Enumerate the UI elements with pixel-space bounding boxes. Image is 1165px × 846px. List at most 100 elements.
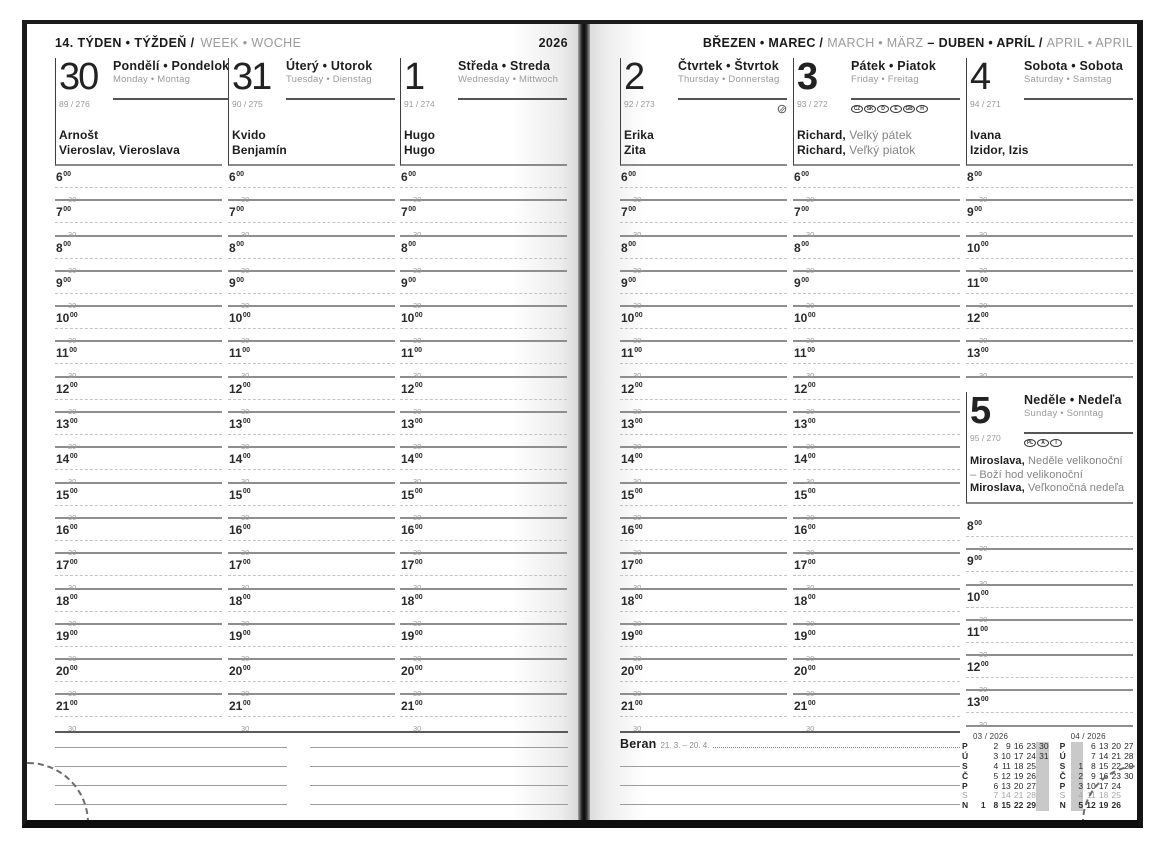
calendar-day-cell [973, 742, 986, 752]
hour-row: 900 [793, 272, 960, 294]
writing-line [55, 747, 287, 748]
day-name-box: Sobota • Sobota Saturday • Samstag [1024, 59, 1133, 100]
half-hour-label: 30 [413, 724, 422, 734]
hour-minutes-superscript: 00 [63, 170, 71, 178]
half-hour-label: 30 [68, 371, 77, 381]
hour-minutes-superscript: 00 [974, 519, 982, 527]
half-hour-label: 30 [806, 442, 815, 452]
day-number: 3 [797, 56, 818, 98]
hour-minutes-superscript: 00 [634, 311, 643, 319]
hour-minutes-superscript: 00 [980, 347, 989, 355]
hour-label: 7 [56, 205, 63, 220]
hour-row: 1200 [793, 378, 960, 400]
hour-minutes-superscript: 00 [980, 311, 989, 319]
hour-label: 19 [229, 628, 243, 643]
half-hour-row: 30 [400, 717, 567, 734]
month-header-segment: MARCH • MÄRZ [827, 36, 924, 50]
half-hour-row: 30 [55, 259, 222, 275]
day-extras-row: CZ SK D E GB H [851, 102, 960, 115]
half-hour-label: 30 [806, 477, 815, 487]
week-title: 14. TÝDEN • TÝŽDEŇ / [55, 36, 195, 50]
hour-minutes-superscript: 00 [69, 382, 78, 390]
day-header-top: 4 94 / 271 Sobota • Sobota Saturday • Sa… [970, 58, 1133, 115]
day-ordinal: 90 / 275 [232, 99, 263, 109]
half-hour-label: 30 [633, 230, 642, 240]
text-segment: Velký pátek [845, 128, 912, 142]
half-hour-row: 30 [620, 682, 787, 698]
half-hour-row: 30 [620, 541, 787, 557]
day-header-top: 5 95 / 270 Neděle • Nedeľa Sunday • Sonn… [970, 392, 1133, 449]
text-segment: – Boží hod velikonoční [970, 468, 1083, 481]
hour-minutes-superscript: 00 [807, 558, 816, 566]
day-extras-row [286, 102, 395, 115]
half-hour-row: 30 [55, 400, 222, 416]
hour-minutes-superscript: 00 [242, 311, 251, 319]
left-page: 14. TÝDEN • TÝŽDEŇ / WEEK • WOCHE 2026 3… [27, 24, 578, 820]
hour-minutes-superscript: 00 [807, 382, 816, 390]
half-hour-row: 30 [966, 364, 1133, 380]
half-hour-row: 30 [228, 223, 395, 239]
half-hour-row: 30 [55, 576, 222, 592]
text-segment: Veľkonočná nedeľa [1024, 482, 1125, 494]
half-hour-row: 30 [966, 188, 1133, 204]
half-hour-label: 30 [413, 230, 422, 240]
half-hour-row: 30 [620, 717, 787, 734]
half-hour-label: 30 [413, 583, 422, 593]
hour-label: 8 [56, 240, 63, 255]
calendar-day-cell [973, 762, 986, 772]
day-column: 4 94 / 271 Sobota • Sobota Saturday • Sa… [966, 58, 1133, 380]
hour-label: 21 [56, 699, 70, 714]
hour-label: 9 [229, 275, 236, 290]
half-hour-label: 30 [241, 442, 250, 452]
text-segment: Neděle velikonoční [1024, 455, 1123, 467]
half-hour-row: 30 [620, 470, 787, 486]
hour-label: 19 [794, 628, 808, 643]
half-hour-row: 30 [228, 682, 395, 698]
hour-row: 700 [55, 201, 222, 224]
hour-label: 11 [967, 624, 980, 639]
half-hour-row: 30 [793, 364, 960, 380]
half-hour-label: 30 [413, 689, 422, 699]
half-hour-row: 30 [793, 223, 960, 239]
half-hour-label: 30 [979, 544, 988, 553]
half-hour-label: 30 [241, 477, 250, 487]
hour-row: 1000 [400, 307, 567, 330]
day-column: 31 90 / 275 Úterý • Utorok Tuesday • Die… [228, 58, 395, 733]
hour-row: 2100 [620, 695, 787, 718]
name-day-line: Miroslava, Veľkonočná nedeľa [970, 482, 1133, 496]
hour-minutes-superscript: 00 [414, 664, 423, 672]
half-hour-label: 30 [413, 371, 422, 381]
day-name-local: Neděle • Nedeľa [1024, 393, 1122, 407]
country-badge: PL [1024, 438, 1036, 447]
half-hour-row: 30 [966, 678, 1133, 694]
name-day-names: Kvido Benjamín [232, 128, 395, 157]
mini-calendar-title: 03 / 2026 [973, 732, 1009, 741]
hour-minutes-superscript: 00 [801, 205, 809, 213]
hour-minutes-superscript: 00 [242, 523, 251, 531]
calendar-day-cell: 12 [1001, 770, 1011, 781]
calendar-day-cell: 21 [1013, 790, 1024, 801]
hour-minutes-superscript: 00 [414, 700, 423, 708]
half-hour-row: 30 [793, 682, 960, 698]
hour-label: 9 [401, 275, 408, 290]
hour-minutes-superscript: 00 [69, 523, 78, 531]
hour-label: 15 [229, 487, 243, 502]
half-hour-row: 30 [793, 259, 960, 275]
calendar-day-cell [1035, 771, 1049, 782]
month-header-segment: APRIL • APRIL [1046, 36, 1133, 50]
hour-minutes-superscript: 00 [69, 700, 78, 708]
half-hour-row: 30 [793, 576, 960, 592]
name-day-names: Erika Zita [624, 128, 787, 157]
hour-minutes-superscript: 00 [414, 453, 423, 461]
hour-label: 8 [401, 240, 408, 255]
half-hour-label: 30 [241, 300, 250, 310]
half-hour-label: 30 [413, 618, 422, 628]
hour-row: 2000 [400, 660, 567, 683]
half-hour-label: 30 [633, 724, 642, 734]
hour-minutes-superscript: 00 [69, 311, 78, 319]
day-number-block: 5 95 / 270 [970, 392, 1024, 449]
hour-row: 1000 [55, 307, 222, 330]
hour-row: 1100 [793, 342, 960, 365]
hour-label: 11 [56, 346, 69, 361]
